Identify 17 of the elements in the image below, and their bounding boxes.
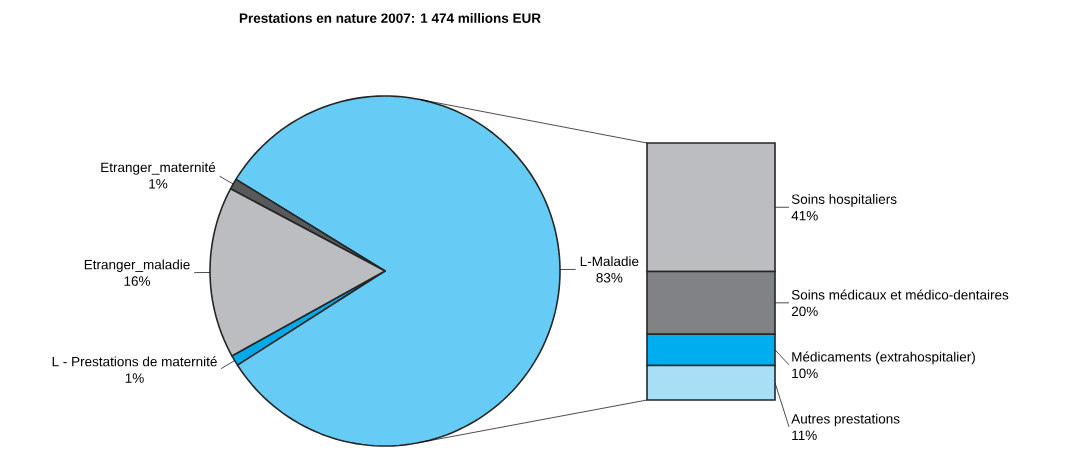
data-label: 1% <box>125 373 144 383</box>
slice-label: L - Prestations de maternité <box>52 356 217 367</box>
series-label: Soins hospitaliers <box>791 194 897 207</box>
data-label: 1% <box>149 179 168 189</box>
slice-label: Etranger_maladie <box>84 259 190 272</box>
slice-label: Etranger_maternité <box>101 162 216 175</box>
data-label: 11% <box>792 430 817 441</box>
data-label: 10% <box>792 368 818 379</box>
series-label: Autres prestations <box>791 413 900 427</box>
chart-title: Prestations en nature 2007: 1 474 millions EUR <box>239 13 541 23</box>
data-label: 16% <box>124 276 151 286</box>
data-label: 41% <box>791 211 818 221</box>
series-label: Soins médicaux et médico-dentaires <box>791 289 1009 300</box>
data-label: 83% <box>596 273 623 283</box>
series-label: Médicaments (extrahospitalier) <box>792 351 975 365</box>
data-label: 20% <box>791 306 818 317</box>
slice-label: L-Maladie <box>580 256 639 267</box>
